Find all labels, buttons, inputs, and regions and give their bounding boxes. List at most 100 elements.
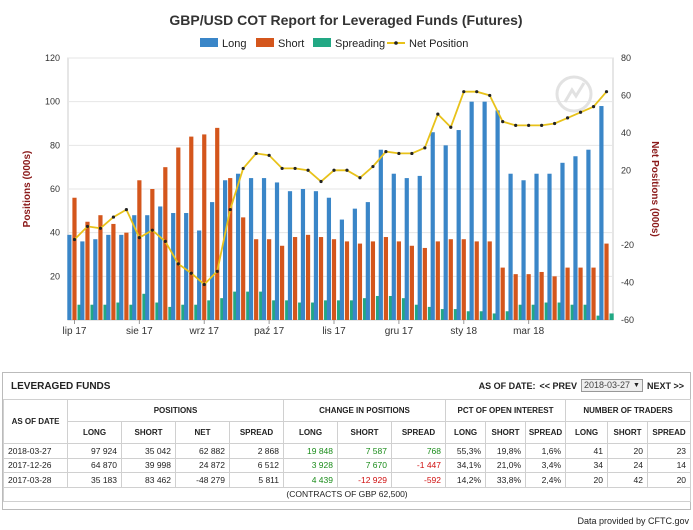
spreading-bar <box>570 304 575 320</box>
net-position-point <box>591 105 596 109</box>
net-position-point <box>241 166 245 171</box>
x-tick-label: lis 17 <box>322 326 346 337</box>
y-tick-right: 80 <box>621 53 631 63</box>
cell-pct-spread: 1,6% <box>525 443 567 459</box>
short-bar <box>267 239 272 320</box>
short-bar <box>344 241 350 320</box>
long-bar <box>300 189 306 320</box>
short-bar <box>202 134 207 320</box>
date-select[interactable]: 2018-03-27 ▼ <box>581 379 643 392</box>
short-bar <box>72 197 77 320</box>
x-tick-label: gru 17 <box>385 326 414 337</box>
cell-chg-spread: 768 <box>390 443 447 459</box>
cell-chg-long: 19 848 <box>283 443 338 459</box>
spreading-bar <box>259 291 264 320</box>
long-bar <box>67 234 72 320</box>
net-position-point <box>358 176 362 180</box>
legend-spreading: Spreading <box>335 38 385 50</box>
net-position-point <box>280 166 284 171</box>
spreading-bar <box>414 304 420 320</box>
long-bar <box>586 149 591 320</box>
cell-pos-net: 24 872 <box>175 457 230 473</box>
net-position-series <box>72 90 609 287</box>
long-bar <box>313 191 319 320</box>
cell-chg-spread: -592 <box>390 472 447 488</box>
long-bar <box>261 178 267 320</box>
spreading-bar <box>596 315 601 320</box>
as-of-label: AS OF DATE: <box>478 380 536 391</box>
net-position-point <box>228 207 232 212</box>
spreading-bar <box>531 304 536 320</box>
net-position-point <box>436 112 440 116</box>
long-bar <box>132 215 137 320</box>
long-bar <box>248 178 254 320</box>
bar-series <box>67 101 614 321</box>
short-bar <box>422 247 427 320</box>
col-pos-short: SHORT <box>121 421 176 444</box>
cell-pos-net: -48 279 <box>175 472 230 488</box>
short-bar <box>500 267 505 320</box>
spreading-bar <box>207 300 212 320</box>
cell-pct-short: 21,0% <box>485 457 527 473</box>
short-bar <box>176 147 181 320</box>
long-bar <box>145 215 150 320</box>
cot-panel: LEVERAGED FUNDS AS OF DATE: << PREV 2018… <box>2 372 692 510</box>
col-tr-long: LONG <box>565 421 609 444</box>
cell-pct-spread: 3,4% <box>525 457 567 473</box>
net-position-point <box>565 116 570 120</box>
short-bar <box>474 241 479 320</box>
cell-chg-short: 7 670 <box>337 457 392 473</box>
net-position-point <box>111 215 116 219</box>
spreading-bar <box>142 293 147 320</box>
spreading-bar <box>479 311 484 320</box>
table-row: 2017-03-28 35 183 83 462 -48 279 5 811 4… <box>3 472 692 488</box>
y-tick-left: 120 <box>45 53 60 63</box>
cell-tr-spread: 20 <box>647 472 692 488</box>
spreading-bar <box>388 295 394 320</box>
spreading-bar <box>168 306 173 320</box>
spreading-bar <box>233 291 238 320</box>
spreading-bar <box>401 298 407 320</box>
prev-link[interactable]: << PREV <box>539 380 577 391</box>
cot-chart: GBP/USD COT Report for Leveraged Funds (… <box>22 12 660 337</box>
spreading-bar <box>375 295 381 320</box>
legend-short: Short <box>278 38 304 50</box>
net-position-point <box>462 90 466 94</box>
long-bar <box>352 208 357 320</box>
short-bar <box>461 239 466 320</box>
long-bar <box>171 213 176 320</box>
net-position-point <box>163 239 167 243</box>
net-position-point <box>553 121 557 126</box>
spreading-bar <box>349 300 355 320</box>
short-bar <box>280 245 285 320</box>
net-position-point <box>85 224 90 229</box>
spreading-bar <box>298 302 303 320</box>
net-position-point <box>488 93 492 98</box>
cell-chg-long: 4 439 <box>283 472 338 488</box>
cell-pos-short: 35 042 <box>121 443 176 459</box>
net-position-point <box>124 207 128 212</box>
cell-tr-long: 20 <box>565 472 609 488</box>
spreading-bar <box>583 304 588 320</box>
short-bar <box>578 267 583 320</box>
col-pct-long: LONG <box>445 421 487 444</box>
short-bar <box>98 215 103 320</box>
cell-pos-short: 39 998 <box>121 457 176 473</box>
data-credit[interactable]: Data provided by CFTC.gov <box>577 516 689 526</box>
header-as-of-date: AS OF DATE <box>3 399 68 444</box>
spreading-bar <box>103 304 108 320</box>
long-bar <box>326 197 332 320</box>
cell-tr-spread: 14 <box>647 457 692 473</box>
short-bar <box>137 180 142 320</box>
col-pos-long: LONG <box>67 421 122 444</box>
spreading-bar <box>337 300 342 320</box>
chart-legend[interactable]: Long Short Spreading Net Position <box>200 38 468 50</box>
short-bar <box>526 274 531 320</box>
short-bar <box>215 127 220 320</box>
cell-pos-long: 35 183 <box>67 472 122 488</box>
next-link[interactable]: NEXT >> <box>646 380 684 391</box>
spreading-bar <box>181 304 186 320</box>
net-position-point <box>540 123 544 127</box>
spreading-bar <box>116 302 121 320</box>
cell-pct-short: 33,8% <box>485 472 527 488</box>
